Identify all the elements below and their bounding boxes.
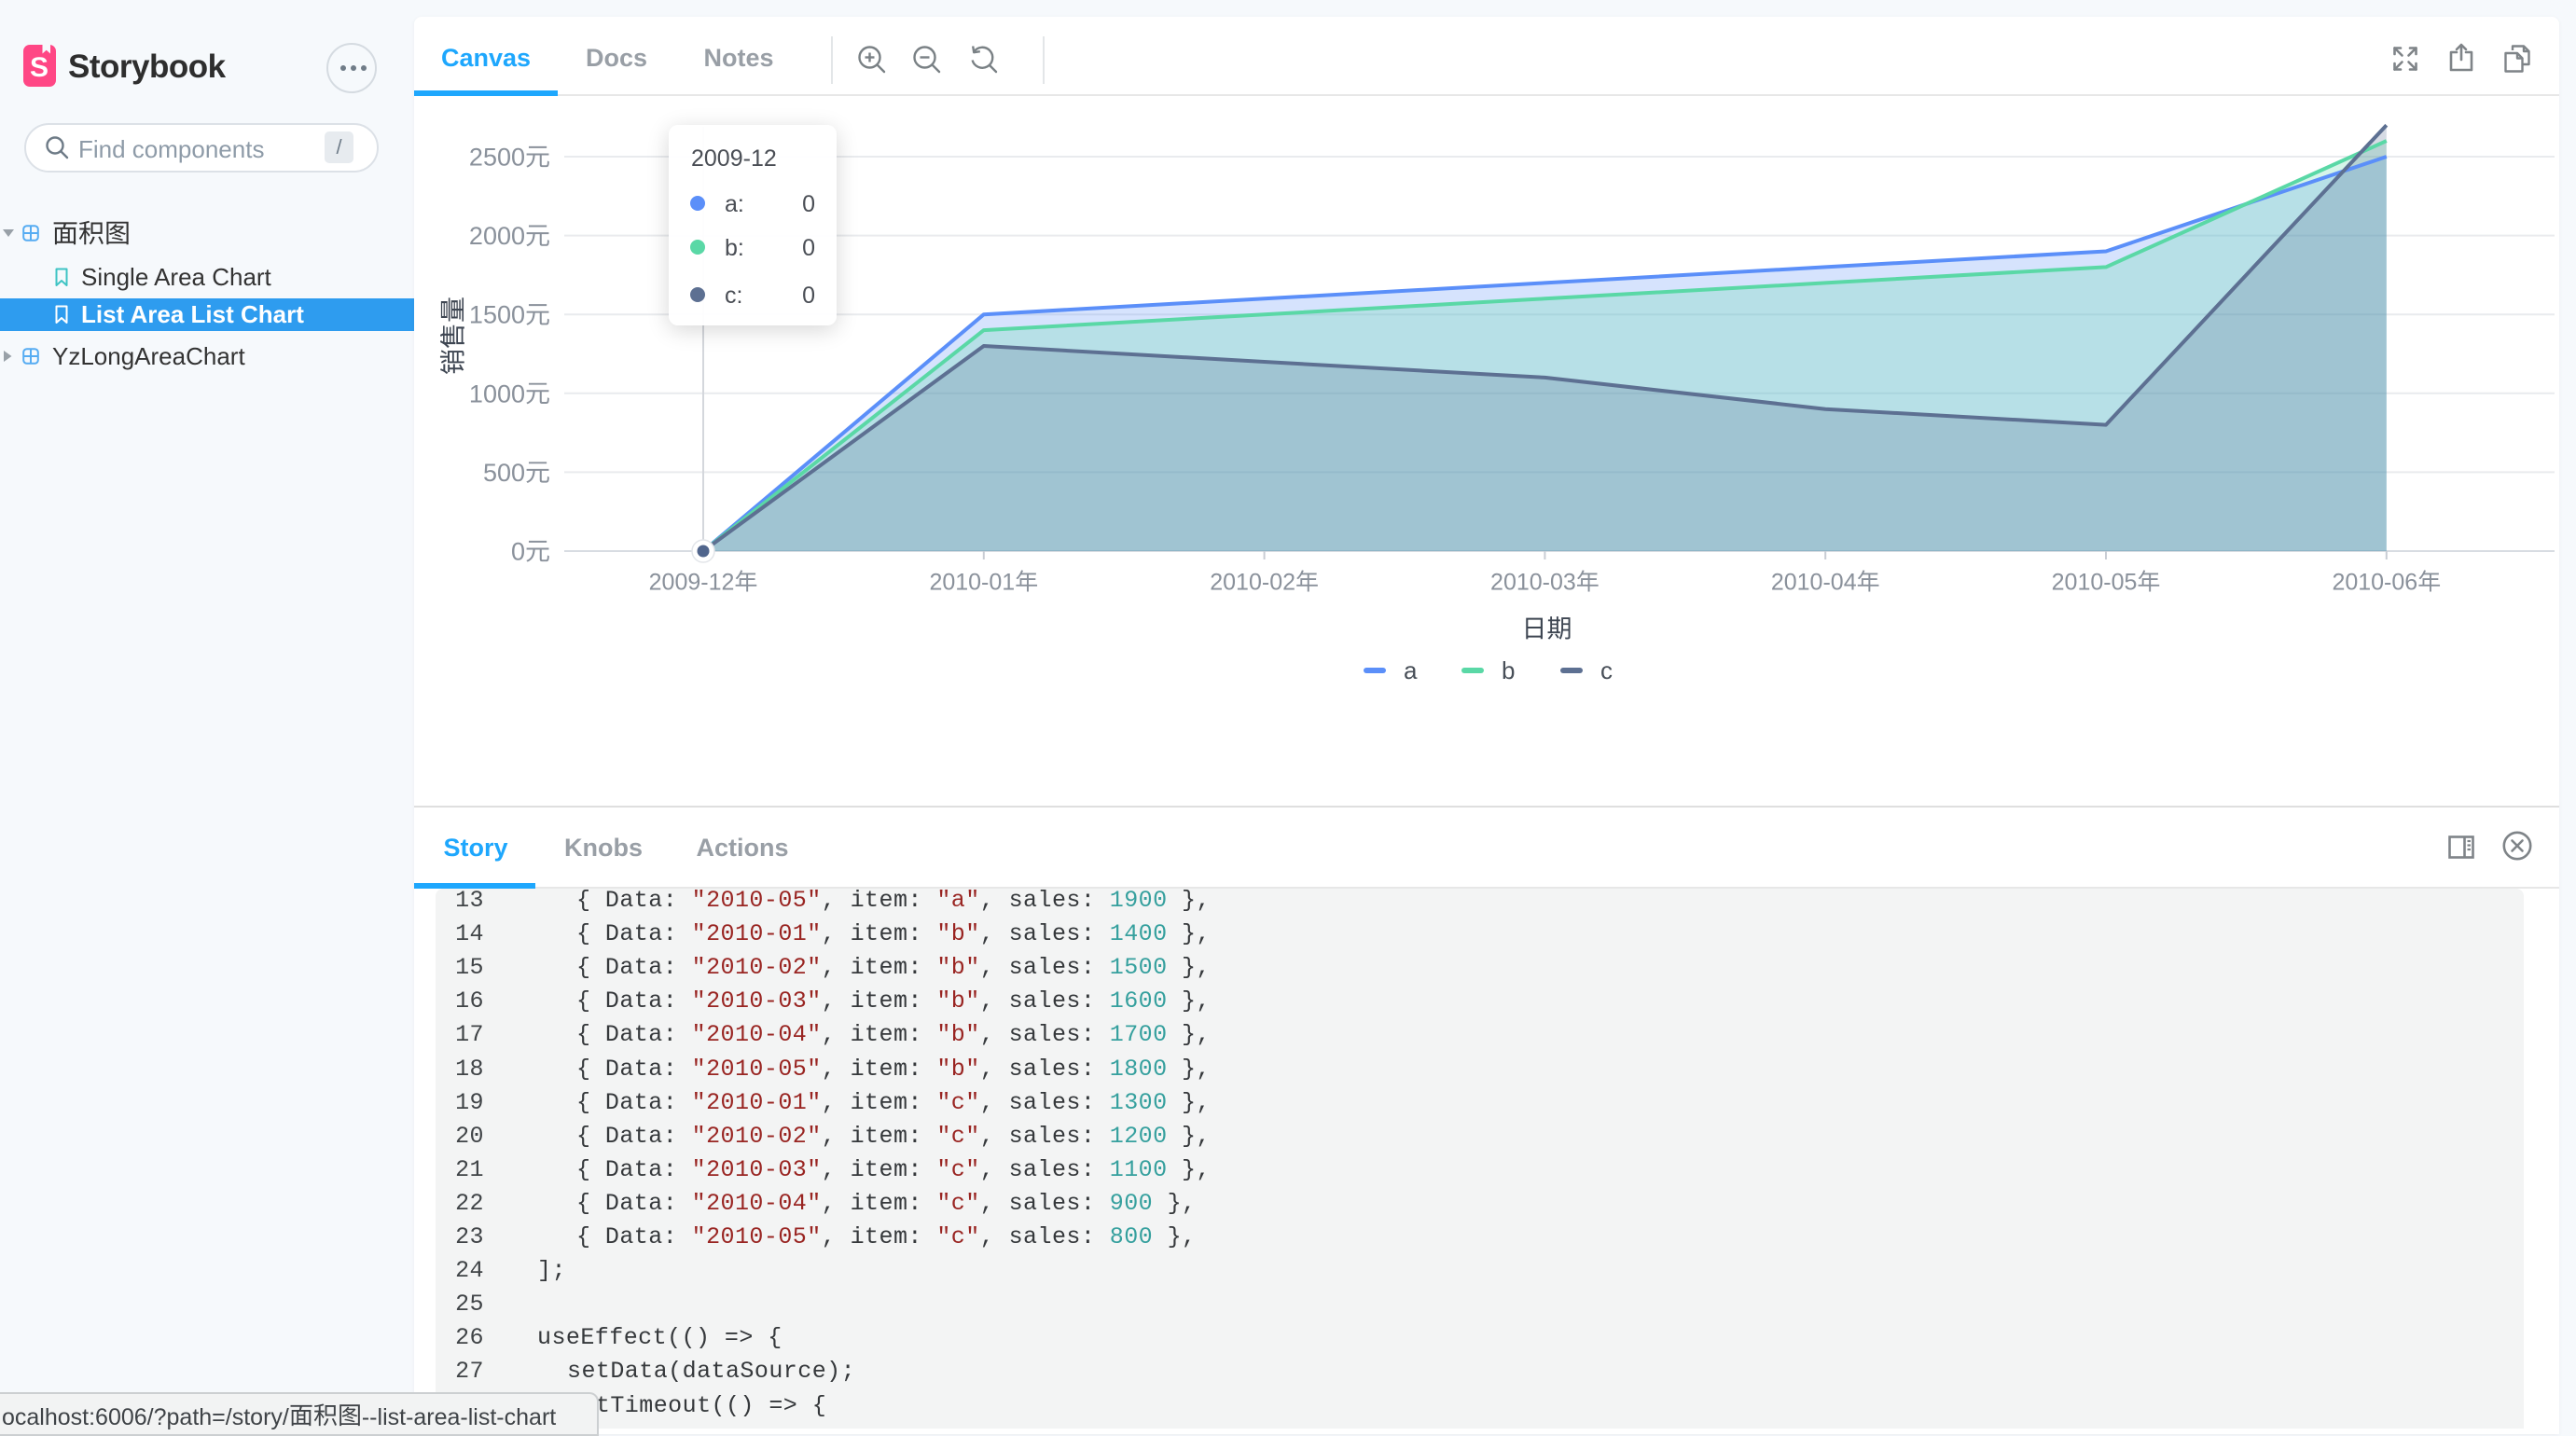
svg-text:0: 0 — [511, 538, 525, 566]
svg-text:2010-05: 2010-05 — [2052, 570, 2138, 596]
svg-text:2000: 2000 — [469, 222, 525, 250]
svg-text:b: b — [1502, 656, 1515, 684]
svg-text:2010-04: 2010-04 — [1771, 570, 1857, 596]
svg-text:S: S — [30, 52, 48, 83]
svg-text:2500: 2500 — [469, 144, 525, 172]
svg-text:c: c — [1600, 656, 1613, 684]
svg-text:2010-02: 2010-02 — [1210, 570, 1295, 596]
svg-text:2009-12: 2009-12 — [649, 570, 735, 596]
svg-text:1000: 1000 — [469, 380, 525, 407]
svg-text:2010-01: 2010-01 — [929, 570, 1015, 596]
svg-text:500: 500 — [483, 459, 525, 487]
svg-text:a: a — [1404, 656, 1418, 684]
svg-text:2010-06: 2010-06 — [2332, 570, 2417, 596]
svg-text:1500: 1500 — [469, 301, 525, 329]
svg-text:2010-03: 2010-03 — [1490, 570, 1576, 596]
